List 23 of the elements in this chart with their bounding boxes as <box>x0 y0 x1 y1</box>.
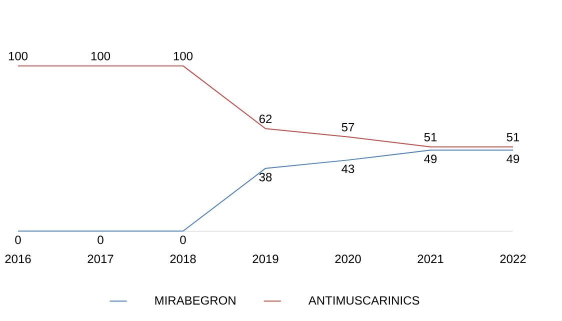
x-tick-label: 2016 <box>5 254 31 264</box>
data-label: 0 <box>15 236 21 244</box>
data-label: 49 <box>506 154 520 164</box>
legend-label: MIRABEGRON <box>155 296 236 305</box>
data-label: 51 <box>506 132 520 142</box>
x-tick-label: 2017 <box>88 254 114 264</box>
data-label: 57 <box>342 123 354 132</box>
data-label: 43 <box>342 164 354 174</box>
data-label: 38 <box>259 172 272 182</box>
x-tick-label: 2022 <box>500 254 526 264</box>
data-label: 0 <box>180 236 186 244</box>
x-tick-label: 2019 <box>252 254 278 264</box>
data-label: 0 <box>98 236 104 244</box>
data-label: 49 <box>424 154 437 164</box>
data-label: 51 <box>424 132 437 142</box>
data-label: 100 <box>91 52 110 60</box>
x-tick-label: 2021 <box>418 254 444 264</box>
x-tick-label: 2020 <box>335 254 361 264</box>
data-label: 100 <box>174 52 193 60</box>
data-label: 100 <box>8 52 28 60</box>
x-tick-label: 2018 <box>170 254 196 264</box>
legend-label: ANTIMUSCARINICS <box>308 296 420 305</box>
data-label: 62 <box>259 114 272 124</box>
